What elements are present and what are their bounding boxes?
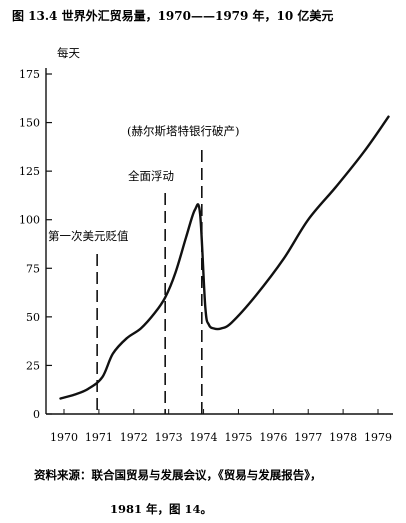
y-tick-label: 0 (33, 408, 40, 421)
source-line-2: 1981 年，图 14。 (110, 502, 212, 516)
event-label: 第一次美元贬值 (48, 229, 129, 243)
x-tick-label: 1979 (364, 431, 392, 444)
event-label: 全面浮动 (128, 169, 174, 183)
series-line (59, 115, 390, 400)
y-tick-label: 25 (26, 359, 40, 372)
x-tick-label: 1974 (190, 431, 218, 444)
y-tick-label: 175 (19, 68, 40, 81)
y-tick-label: 125 (19, 165, 40, 178)
x-tick-label: 1978 (329, 431, 357, 444)
event-label: (赫尔斯塔特银行破产) (127, 124, 239, 138)
y-axis-label: 每天 (57, 46, 80, 60)
y-tick-label: 150 (19, 117, 40, 130)
x-tick-label: 1977 (294, 431, 322, 444)
y-tick-label: 75 (26, 262, 40, 275)
y-tick-label: 100 (19, 214, 40, 227)
chart-title: 图 13.4 世界外汇贸易量，1970——1979 年，10 亿美元 (12, 8, 333, 23)
x-tick-label: 1971 (85, 431, 113, 444)
x-tick-label: 1976 (259, 431, 287, 444)
source-line-1: 资料来源：联合国贸易与发展会议，《贸易与发展报告》， (34, 468, 322, 482)
x-tick-label: 1973 (155, 431, 183, 444)
x-tick-label: 1975 (224, 431, 252, 444)
x-tick-label: 1972 (120, 431, 148, 444)
y-tick-label: 50 (26, 311, 40, 324)
x-tick-label: 1970 (50, 431, 78, 444)
